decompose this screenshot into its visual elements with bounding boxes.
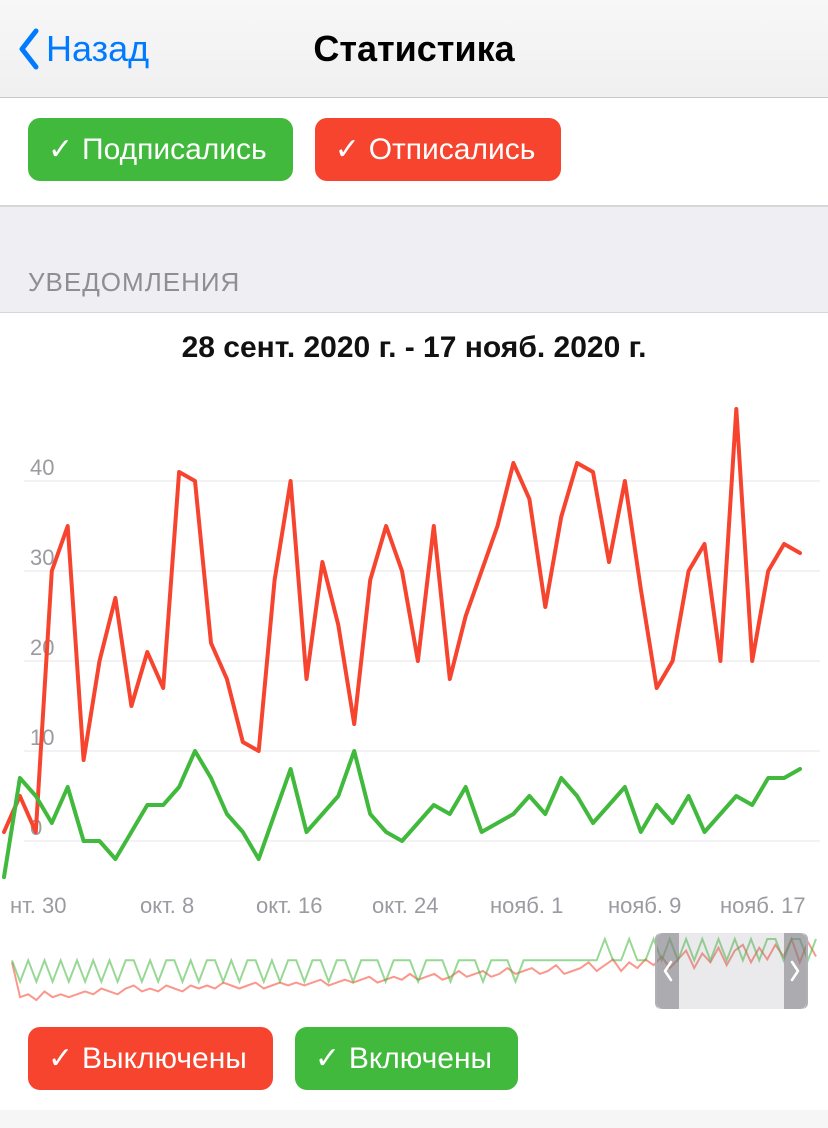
- check-icon: ✓: [315, 1041, 339, 1076]
- svg-text:30: 30: [30, 545, 54, 570]
- chart-area[interactable]: 010203040нт. 30окт. 8окт. 16окт. 24нояб.…: [0, 399, 828, 927]
- brush-handle-left[interactable]: [657, 933, 679, 1009]
- svg-text:нояб. 9: нояб. 9: [608, 893, 681, 918]
- off-button[interactable]: ✓ Выключены: [28, 1027, 273, 1090]
- chart-title: 28 сент. 2020 г. - 17 нояб. 2020 г.: [0, 331, 828, 365]
- on-label: Включены: [349, 1042, 492, 1076]
- svg-text:20: 20: [30, 635, 54, 660]
- top-filter-row: ✓ Подписались ✓ Отписались: [0, 98, 828, 206]
- back-label: Назад: [46, 28, 149, 70]
- section-header-notifications: УВЕДОМЛЕНИЯ: [0, 206, 828, 313]
- svg-text:окт. 8: окт. 8: [140, 893, 194, 918]
- chevron-left-icon: [16, 27, 44, 71]
- line-chart: 010203040нт. 30окт. 8окт. 16окт. 24нояб.…: [0, 399, 828, 927]
- svg-text:нояб. 1: нояб. 1: [490, 893, 563, 918]
- svg-text:нояб. 17: нояб. 17: [720, 893, 806, 918]
- check-icon: ✓: [48, 132, 72, 167]
- off-label: Выключены: [82, 1042, 247, 1076]
- subscribed-button[interactable]: ✓ Подписались: [28, 118, 293, 181]
- svg-text:нт. 30: нт. 30: [10, 893, 66, 918]
- range-brush[interactable]: [0, 933, 828, 1009]
- svg-text:40: 40: [30, 455, 54, 480]
- back-button[interactable]: Назад: [16, 0, 149, 97]
- page-title: Статистика: [313, 28, 514, 70]
- subscribed-label: Подписались: [82, 133, 267, 167]
- unsubscribed-label: Отписались: [369, 133, 536, 167]
- on-button[interactable]: ✓ Включены: [295, 1027, 518, 1090]
- svg-text:окт. 16: окт. 16: [256, 893, 322, 918]
- chevron-right-icon: [788, 959, 802, 983]
- chart-card: 28 сент. 2020 г. - 17 нояб. 2020 г. 0102…: [0, 313, 828, 1110]
- check-icon: ✓: [48, 1041, 72, 1076]
- navbar: Назад Статистика: [0, 0, 828, 98]
- chevron-left-icon: [661, 959, 675, 983]
- check-icon: ✓: [335, 132, 359, 167]
- bottom-filter-row: ✓ Выключены ✓ Включены: [0, 1009, 828, 1090]
- svg-text:окт. 24: окт. 24: [372, 893, 438, 918]
- brush-handle-right[interactable]: [784, 933, 806, 1009]
- brush-window[interactable]: [655, 933, 808, 1009]
- unsubscribed-button[interactable]: ✓ Отписались: [315, 118, 562, 181]
